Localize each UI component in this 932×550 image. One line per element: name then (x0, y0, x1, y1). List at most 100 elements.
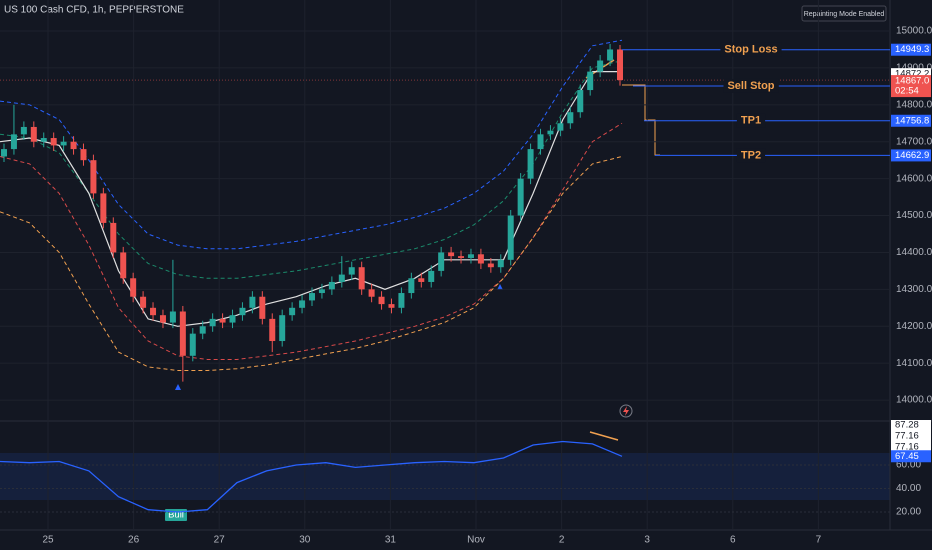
candle-body (537, 134, 544, 150)
candle-body (368, 289, 375, 297)
price-tag (891, 75, 931, 98)
candle-body (279, 315, 286, 342)
candle-body (20, 126, 27, 135)
order-label: Sell Stop (727, 80, 774, 92)
candle-body (438, 252, 445, 271)
candle-body (318, 289, 325, 294)
candle-body (507, 215, 514, 260)
lightning-icon[interactable] (619, 404, 633, 418)
x-tick-label: 3 (644, 535, 650, 546)
candle-body (388, 304, 395, 308)
order-label-bg (723, 78, 779, 93)
candle-body (239, 307, 246, 316)
x-tick-label: 30 (299, 535, 311, 546)
candle-body (60, 141, 67, 146)
candle-body (169, 311, 176, 323)
x-tick-label: 27 (214, 535, 226, 546)
candle-body (338, 274, 345, 282)
candle-body (10, 134, 17, 150)
order-label: Stop Loss (724, 44, 777, 56)
y-tick-label: 14600.0 (896, 173, 932, 184)
signal-marker (497, 284, 503, 290)
rsi-tag (891, 442, 931, 453)
candle-body (587, 71, 594, 91)
chart-title: US 100 Cash CFD, 1h, PEPPERSTONE (4, 5, 184, 16)
x-tick-label: 31 (385, 535, 397, 546)
candle-body (179, 311, 186, 356)
candle-body (229, 315, 236, 323)
y-tick-label: 20.00 (896, 507, 921, 518)
band-line (0, 156, 623, 371)
candle-body (408, 278, 415, 294)
x-tick-label: 7 (816, 535, 822, 546)
candle-body (1, 149, 7, 157)
candle-body (309, 293, 315, 301)
y-tick-label: 14000.0 (896, 395, 932, 406)
candle-body (547, 130, 554, 135)
candle-body (219, 318, 226, 323)
y-tick-label: 14500.0 (896, 210, 932, 221)
candle-body (527, 149, 534, 179)
candle-body (259, 296, 266, 319)
y-tick-label: 14400.0 (896, 247, 932, 258)
candle-body (50, 138, 57, 146)
repaint-button[interactable] (801, 5, 887, 22)
candle-body (497, 259, 504, 268)
candle-body (328, 281, 335, 290)
candle-body (110, 222, 117, 253)
candle-body (209, 318, 216, 327)
order-label-bg (720, 42, 782, 57)
candle-body (30, 126, 37, 142)
candle-body (159, 315, 166, 323)
candle-body (487, 263, 494, 268)
repaint-button-label[interactable]: Repainting Mode Enabled (804, 11, 885, 18)
y-tick-label: 14800.0 (896, 99, 932, 110)
price-tag-label: 14949.3 (895, 44, 929, 55)
order-label: TP2 (741, 149, 761, 161)
candle-body (597, 60, 604, 72)
candle-body (617, 49, 623, 81)
candle-body (607, 49, 614, 61)
price-tag (891, 43, 931, 56)
rsi-line (0, 440, 623, 513)
candle-body (150, 307, 157, 316)
candle-body (517, 178, 524, 216)
y-tick-label: 14200.0 (896, 321, 932, 332)
x-tick-label: 6 (730, 535, 736, 546)
rsi-tag (891, 420, 931, 431)
rsi-tag-label: 77.16 (895, 431, 919, 442)
candle-body (100, 193, 107, 223)
rsi-tag-label: 77.16 (895, 442, 919, 453)
y-tick-label: 40.00 (896, 483, 921, 494)
candle-body (269, 318, 276, 342)
price-tag (891, 114, 931, 127)
signal-marker (175, 384, 181, 390)
candle-body (348, 267, 355, 275)
candle-body (467, 254, 474, 258)
candle-body (477, 254, 484, 264)
rsi-tag (891, 431, 931, 442)
candle-body (378, 296, 385, 305)
band-line (0, 39, 623, 250)
candle-body (70, 141, 77, 150)
signal-label: Bull (168, 510, 184, 521)
candle-body (199, 326, 206, 334)
candle-body (448, 252, 455, 257)
candle-body (418, 278, 425, 282)
x-tick-label: Nov (467, 535, 485, 546)
candle-body (140, 296, 147, 308)
candle-body (40, 138, 47, 142)
order-label-bg (736, 113, 766, 128)
candle-body (90, 160, 97, 194)
candle-body (577, 90, 584, 113)
price-tag-label: 14867.0 (895, 76, 929, 87)
y-tick-label: 14300.0 (896, 284, 932, 295)
candle-body (398, 293, 405, 308)
price-tag-label: 14662.9 (895, 150, 929, 161)
rsi-tag-label: 67.45 (895, 451, 919, 462)
candle-body (289, 307, 296, 316)
candle-body (80, 149, 87, 161)
y-tick-label: 14900.0 (896, 63, 932, 74)
candle-body (299, 300, 306, 308)
candle-body (130, 278, 137, 297)
